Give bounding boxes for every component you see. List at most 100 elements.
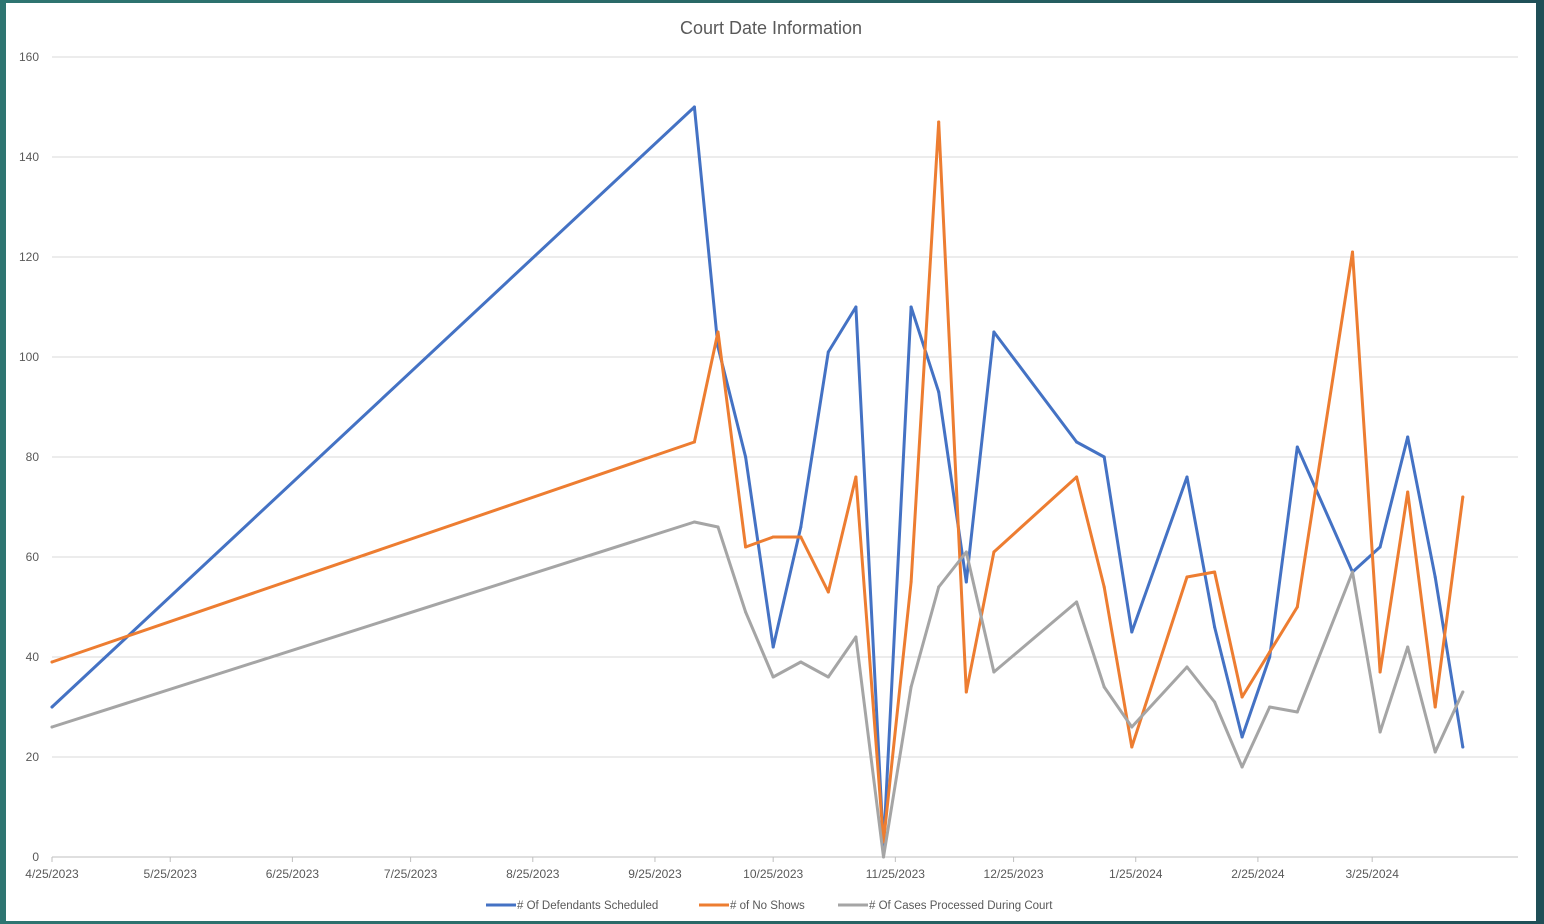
x-tick-label: 11/25/2023 <box>866 867 925 881</box>
data-point <box>1378 670 1382 674</box>
data-point <box>937 390 941 394</box>
y-tick-label: 80 <box>26 450 40 464</box>
chart-title: Court Date Information <box>680 18 862 38</box>
data-point <box>1102 585 1106 589</box>
data-point <box>1075 600 1079 604</box>
x-tick-label: 4/25/2023 <box>25 867 79 881</box>
data-point <box>50 725 54 729</box>
legend-label: # Of Defendants Scheduled <box>517 900 658 912</box>
data-point <box>826 350 830 354</box>
y-tick-label: 60 <box>26 550 40 564</box>
data-point <box>1351 250 1354 254</box>
x-tick-label: 7/25/2023 <box>384 867 438 881</box>
x-tick-label: 9/25/2023 <box>628 867 682 881</box>
x-tick-label: 3/25/2024 <box>1345 867 1399 881</box>
series-3 <box>50 520 1465 859</box>
data-point <box>799 535 803 539</box>
data-point <box>1268 705 1272 709</box>
data-point <box>1433 575 1437 579</box>
legend-item: # Of Defendants Scheduled <box>486 900 658 912</box>
data-point <box>937 585 941 589</box>
data-point <box>1406 435 1410 439</box>
data-point <box>1185 475 1189 479</box>
legend-label: # of No Shows <box>730 900 805 912</box>
data-point <box>909 685 913 689</box>
data-point <box>50 705 54 709</box>
y-tick-label: 140 <box>19 150 39 164</box>
data-point <box>1102 455 1106 459</box>
data-point <box>50 660 54 664</box>
y-tick-label: 40 <box>26 650 40 664</box>
x-tick-label: 2/25/2024 <box>1231 867 1285 881</box>
data-point <box>1378 730 1382 734</box>
data-point <box>1075 475 1079 479</box>
data-point <box>854 635 858 639</box>
data-point <box>1406 490 1410 494</box>
x-tick-label: 1/25/2024 <box>1109 867 1163 881</box>
data-point <box>744 610 748 614</box>
data-point <box>1130 745 1134 749</box>
data-point <box>1102 685 1106 689</box>
series-line <box>50 105 1465 849</box>
data-point <box>1461 690 1465 694</box>
data-point <box>992 550 996 554</box>
data-point <box>1240 695 1244 699</box>
data-point <box>882 855 885 859</box>
data-point <box>744 545 748 549</box>
data-point <box>771 645 775 649</box>
y-tick-label: 120 <box>19 250 39 264</box>
data-point <box>1213 570 1217 574</box>
data-point <box>1406 645 1410 649</box>
data-point <box>1213 625 1217 629</box>
series-2 <box>50 120 1465 844</box>
y-tick-label: 0 <box>32 850 39 864</box>
data-point <box>826 675 830 679</box>
series-1 <box>50 105 1465 849</box>
data-point <box>1185 665 1189 669</box>
data-point <box>1433 750 1437 754</box>
y-tick-label: 20 <box>26 750 40 764</box>
data-point <box>1268 650 1272 654</box>
data-point <box>909 305 913 309</box>
data-point <box>1295 710 1299 714</box>
data-point <box>799 525 803 529</box>
data-point <box>992 330 996 334</box>
data-point <box>1240 735 1244 739</box>
data-point <box>1295 445 1299 449</box>
x-tick-label: 12/25/2023 <box>984 867 1044 881</box>
legend-item: # Of Cases Processed During Court <box>838 900 1053 912</box>
x-tick-label: 5/25/2023 <box>144 867 198 881</box>
data-point <box>1130 725 1134 729</box>
series-line <box>50 120 1465 844</box>
x-tick-label: 6/25/2023 <box>266 867 320 881</box>
series-line <box>50 520 1465 859</box>
series-lines <box>50 105 1465 859</box>
line-chart: Court Date Information 0 20 40 60 80 100 120 14… <box>19 18 1518 912</box>
data-point <box>1378 545 1382 549</box>
data-point <box>716 330 720 334</box>
data-point <box>771 535 775 539</box>
data-point <box>1130 630 1134 634</box>
data-point <box>964 580 968 584</box>
data-point <box>854 305 858 309</box>
data-point <box>692 105 696 109</box>
data-point <box>1433 705 1437 709</box>
data-point <box>799 660 803 664</box>
data-point <box>692 440 696 444</box>
data-point <box>1295 605 1299 609</box>
data-point <box>1268 655 1272 659</box>
chart-area: Court Date Information 0 20 40 60 80 100 120 14… <box>6 3 1536 921</box>
y-axis-ticks: 0 20 40 60 80 100 120 140 160 <box>19 50 39 864</box>
legend-label: # Of Cases Processed During Court <box>869 900 1053 912</box>
data-point <box>854 475 858 479</box>
data-point <box>1461 495 1465 499</box>
data-point <box>771 675 775 679</box>
data-point <box>964 550 968 554</box>
data-point <box>826 590 830 594</box>
data-point <box>1351 570 1354 574</box>
data-point <box>1213 700 1217 704</box>
gridlines <box>52 56 1518 758</box>
x-tick-label: 8/25/2023 <box>506 867 560 881</box>
x-tick-label: 10/25/2023 <box>743 867 803 881</box>
